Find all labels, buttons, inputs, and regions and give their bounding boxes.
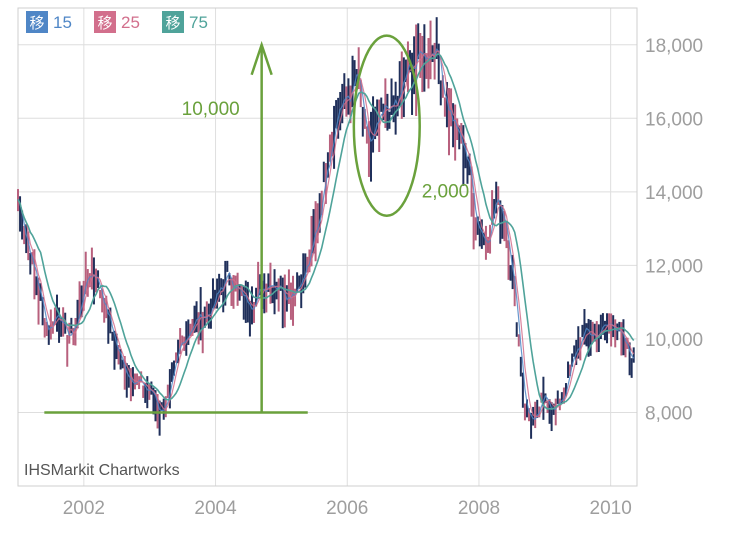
spike-label: 2,000 [422, 182, 470, 203]
legend-swatch [94, 11, 116, 33]
spike-ellipse [352, 34, 421, 217]
legend-label: 75 [189, 13, 208, 32]
moving-average-line [17, 53, 635, 410]
legend-glyph: 移 [165, 15, 180, 32]
x-tick-label: 2006 [326, 498, 368, 519]
x-tick-label: 2008 [458, 498, 500, 519]
annotation-layer: 10,000 2,000 [44, 34, 470, 414]
y-tick-label: 10,000 [645, 330, 703, 351]
axis-layer: 8,000 10,000 12,000 14,000 16,000 18,000 2002 2… [63, 36, 703, 519]
y-tick-label: 8,000 [645, 403, 693, 424]
y-tick-label: 14,000 [645, 183, 703, 204]
rise-arrow-head [250, 40, 273, 76]
moving-average-layer [17, 48, 635, 421]
grid [18, 8, 637, 486]
legend-label: 25 [121, 13, 140, 32]
legend-swatch [162, 11, 184, 33]
x-tick-label: 2002 [63, 498, 105, 519]
y-tick-label: 16,000 [645, 109, 703, 130]
moving-average-line [17, 48, 635, 421]
y-tick-label: 12,000 [645, 256, 703, 277]
legend-glyph: 移 [29, 15, 44, 32]
legend-swatch [26, 11, 48, 33]
plot-frame [17, 7, 638, 487]
legend-glyph: 移 [97, 15, 112, 32]
x-tick-label: 2010 [590, 498, 632, 519]
legend: 移 15 移 25 移 75 [26, 11, 208, 33]
x-tick-label: 2004 [194, 498, 237, 519]
y-tick-label: 18,000 [645, 36, 703, 57]
rise-label: 10,000 [182, 99, 240, 120]
legend-label: 15 [53, 13, 72, 32]
moving-average-line [17, 50, 635, 418]
watermark: IHSMarkit Chartworks [24, 462, 180, 479]
